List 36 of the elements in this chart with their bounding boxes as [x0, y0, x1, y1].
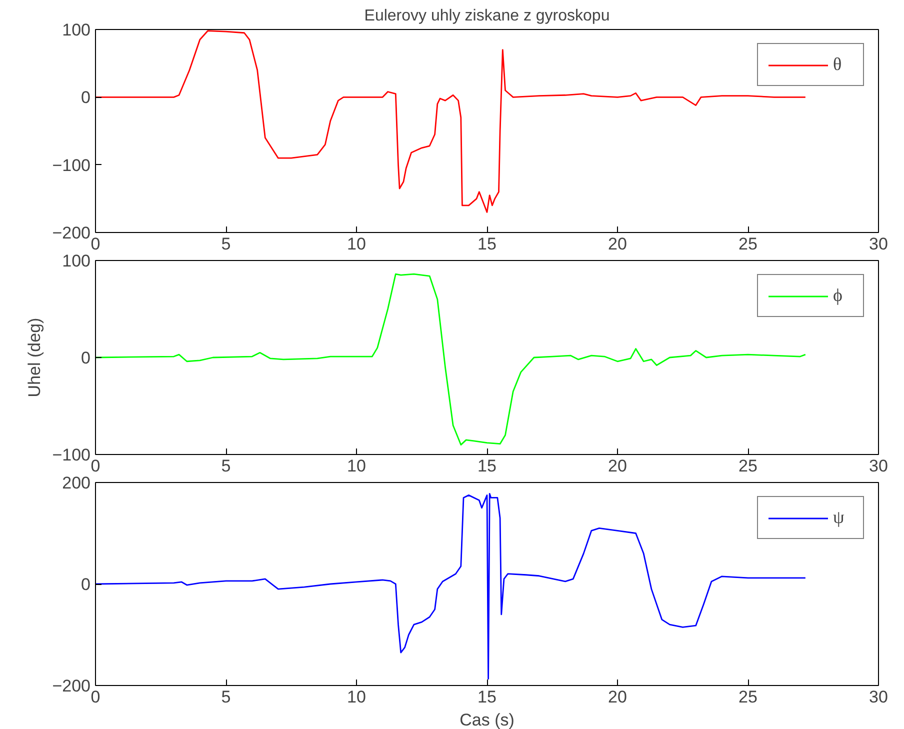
x-tick-label: 25: [738, 456, 758, 476]
x-tick-label: 30: [869, 688, 888, 706]
line-series: [96, 30, 806, 213]
legend-label: ψ: [833, 507, 846, 528]
legend-label: ϕ: [833, 285, 844, 306]
y-tick-label: −200: [52, 676, 91, 696]
y-tick-label: 100: [62, 252, 91, 270]
x-tick-label: 15: [478, 234, 496, 254]
x-tick-label: 5: [221, 688, 231, 706]
y-tick-label: −200: [52, 224, 91, 242]
y-tick-label: −100: [52, 156, 91, 175]
x-axis-title: Cas (s): [460, 710, 514, 729]
x-tick-label: 25: [738, 688, 758, 706]
chart-title: Eulerovy uhly ziskane z gyroskopu: [364, 8, 610, 24]
legend-label: θ: [833, 54, 843, 75]
line-series: [96, 492, 806, 680]
y-axis-title: Uhel (deg): [25, 318, 44, 398]
x-tick-label: 5: [221, 234, 231, 254]
x-tick-label: 5: [221, 456, 231, 476]
y-tick-label: −100: [52, 446, 91, 464]
y-tick-label: 200: [62, 474, 91, 492]
x-tick-label: 10: [347, 456, 366, 476]
x-tick-label: 25: [738, 234, 758, 254]
x-tick-label: 15: [478, 456, 496, 476]
x-tick-label: 10: [347, 234, 366, 254]
y-tick-label: 100: [62, 20, 91, 40]
y-tick-label: 0: [81, 575, 91, 594]
y-tick-label: 0: [81, 88, 91, 108]
x-tick-label: 20: [608, 456, 627, 476]
x-tick-label: 20: [608, 234, 627, 254]
x-tick-label: 20: [608, 688, 627, 706]
x-tick-label: 30: [869, 234, 888, 254]
y-tick-label: 0: [81, 348, 91, 368]
x-tick-label: 10: [347, 688, 366, 706]
x-tick-label: 15: [478, 688, 496, 706]
x-tick-label: 30: [869, 456, 888, 476]
